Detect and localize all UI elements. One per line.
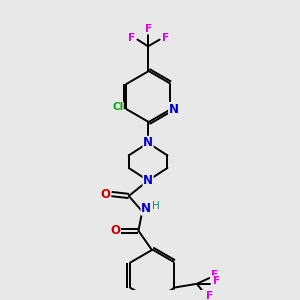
Text: F: F (128, 33, 135, 43)
Text: N: N (143, 136, 153, 149)
Text: Cl: Cl (112, 102, 123, 112)
Text: N: N (169, 103, 179, 116)
Text: F: F (162, 33, 169, 43)
Text: N: N (141, 202, 151, 215)
Text: F: F (211, 270, 218, 280)
Text: N: N (143, 174, 153, 187)
Text: F: F (145, 24, 152, 34)
Text: O: O (100, 188, 111, 200)
Text: F: F (213, 276, 220, 286)
Text: H: H (152, 201, 160, 211)
Text: O: O (110, 224, 120, 237)
Text: F: F (206, 291, 213, 300)
